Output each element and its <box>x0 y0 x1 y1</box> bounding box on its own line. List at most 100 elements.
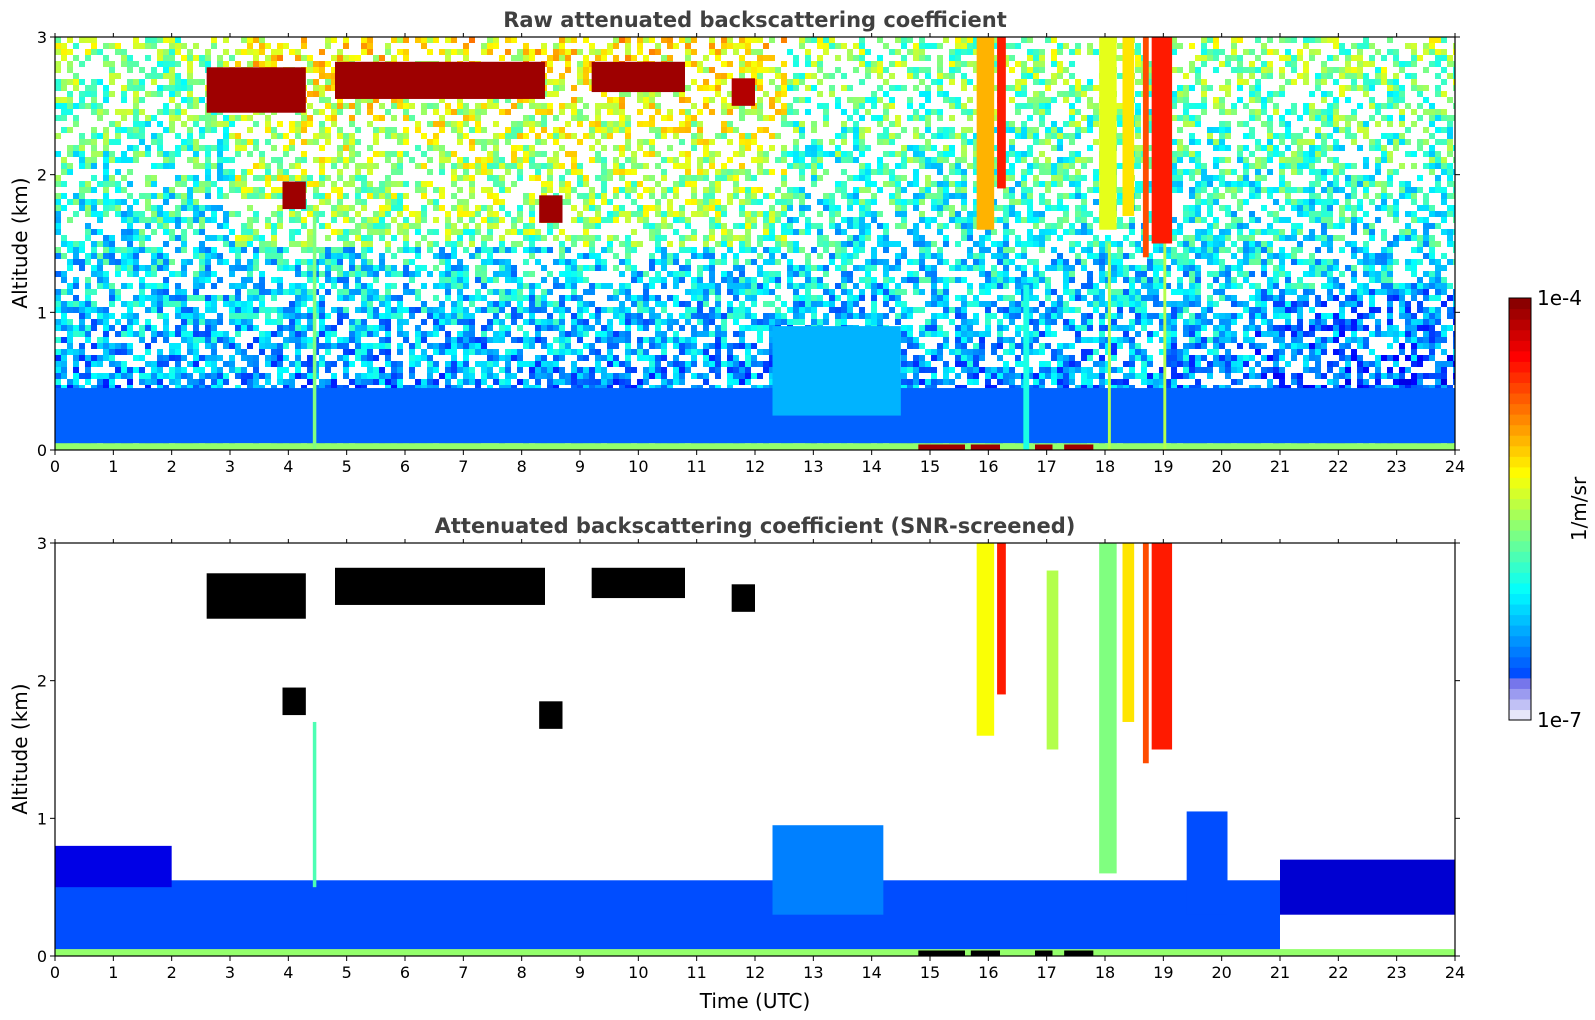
noise-cell <box>529 55 535 61</box>
noise-cell <box>709 43 715 49</box>
noise-cell <box>577 175 583 181</box>
noise-cell <box>577 193 583 199</box>
noise-cell <box>385 229 391 235</box>
noise-cell <box>175 355 181 361</box>
noise-cell <box>151 67 157 73</box>
noise-cell <box>319 301 325 307</box>
noise-cell <box>583 223 589 229</box>
noise-cell <box>739 187 745 193</box>
noise-cell <box>397 271 403 277</box>
noise-cell <box>115 271 121 277</box>
noise-cell <box>727 313 733 319</box>
noise-cell <box>547 271 553 277</box>
noise-cell <box>337 319 343 325</box>
noise-cell <box>451 373 457 379</box>
noise-cell <box>523 319 529 325</box>
noise-cell <box>157 109 163 115</box>
noise-cell <box>433 205 439 211</box>
noise-cell <box>391 367 397 373</box>
noise-cell <box>211 127 217 133</box>
noise-cell <box>619 163 625 169</box>
noise-cell <box>235 307 241 313</box>
noise-cell <box>157 259 163 265</box>
noise-cell <box>79 79 85 85</box>
noise-cell <box>307 103 313 109</box>
noise-cell <box>163 295 169 301</box>
noise-cell <box>409 307 415 313</box>
noise-cell <box>511 217 517 223</box>
noise-cell <box>169 367 175 373</box>
noise-cell <box>355 97 361 103</box>
noise-cell <box>709 361 715 367</box>
noise-cell <box>415 289 421 295</box>
noise-cell <box>61 349 67 355</box>
noise-cell <box>103 379 109 385</box>
panel-raw-title: Raw attenuated backscattering coefficien… <box>503 8 1007 32</box>
noise-cell <box>529 199 535 205</box>
noise-cell <box>781 121 787 127</box>
noise-cell <box>619 187 625 193</box>
noise-cell <box>655 319 661 325</box>
noise-cell <box>187 61 193 67</box>
noise-cell <box>325 133 331 139</box>
noise-cell <box>199 163 205 169</box>
noise-cell <box>295 163 301 169</box>
noise-cell <box>127 331 133 337</box>
noise-cell <box>757 79 763 85</box>
noise-cell <box>739 265 745 271</box>
noise-cell <box>673 379 679 385</box>
noise-cell <box>571 109 577 115</box>
noise-cell <box>649 337 655 343</box>
noise-cell <box>727 169 733 175</box>
noise-cell <box>373 55 379 61</box>
noise-cell <box>439 169 445 175</box>
noise-cell <box>307 175 313 181</box>
noise-cell <box>715 151 721 157</box>
noise-cell <box>499 247 505 253</box>
noise-cell <box>445 385 451 391</box>
noise-cell <box>625 313 631 319</box>
noise-cell <box>163 301 169 307</box>
noise-cell <box>637 97 643 103</box>
noise-cell <box>73 385 79 391</box>
noise-cell <box>589 379 595 385</box>
noise-cell <box>445 211 451 217</box>
noise-cell <box>139 235 145 241</box>
noise-cell <box>439 121 445 127</box>
noise-cell <box>457 265 463 271</box>
noise-cell <box>673 337 679 343</box>
noise-cell <box>187 217 193 223</box>
noise-cell <box>703 211 709 217</box>
noise-cell <box>697 349 703 355</box>
noise-cell <box>505 247 511 253</box>
noise-cell <box>277 313 283 319</box>
noise-cell <box>643 373 649 379</box>
noise-cell <box>511 157 517 163</box>
noise-cell <box>319 49 325 55</box>
noise-cell <box>133 319 139 325</box>
noise-cell <box>409 313 415 319</box>
noise-cell <box>715 199 721 205</box>
noise-cell <box>721 271 727 277</box>
noise-cell <box>319 247 325 253</box>
noise-cell <box>769 337 775 343</box>
noise-cell <box>763 91 769 97</box>
noise-cell <box>649 355 655 361</box>
noise-cell <box>529 373 535 379</box>
noise-cell <box>613 205 619 211</box>
noise-cell <box>475 115 481 121</box>
noise-cell <box>289 139 295 145</box>
noise-cell <box>151 259 157 265</box>
noise-cell <box>199 283 205 289</box>
noise-cell <box>301 385 307 391</box>
noise-cell <box>487 175 493 181</box>
noise-cell <box>631 169 637 175</box>
noise-cell <box>709 85 715 91</box>
noise-cell <box>583 277 589 283</box>
noise-cell <box>247 223 253 229</box>
noise-cell <box>307 181 313 187</box>
noise-cell <box>373 163 379 169</box>
noise-cell <box>649 115 655 121</box>
noise-cell <box>505 37 511 43</box>
noise-cell <box>73 79 79 85</box>
